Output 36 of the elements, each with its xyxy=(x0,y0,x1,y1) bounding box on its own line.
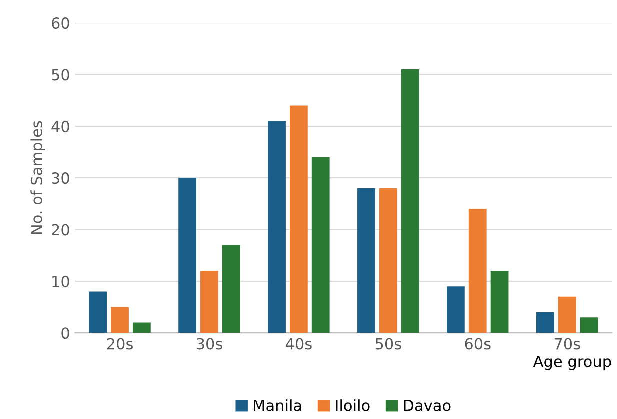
legend-label: Iloilo xyxy=(336,400,370,412)
bar xyxy=(89,292,108,334)
x-tick-label: 50s xyxy=(376,338,402,350)
y-tick-label: 10 xyxy=(52,276,70,288)
y-tick-label: 50 xyxy=(52,69,70,81)
y-tick-label: 0 xyxy=(62,328,70,340)
bar xyxy=(580,318,598,334)
legend-label: Manila xyxy=(254,400,302,412)
bar xyxy=(558,296,576,334)
legend-label: Davao xyxy=(404,400,451,412)
y-tick-label: 40 xyxy=(52,120,70,132)
x-tick-label: 30s xyxy=(196,338,222,350)
bar xyxy=(447,286,465,334)
bar xyxy=(358,188,376,334)
y-tick-label: 20 xyxy=(52,224,70,236)
bar xyxy=(222,245,240,334)
bar xyxy=(200,271,218,334)
x-axis-title: Age group xyxy=(533,356,612,370)
bar xyxy=(379,188,398,334)
bar xyxy=(312,157,330,334)
x-tick-label: 70s xyxy=(554,338,580,350)
bar xyxy=(132,322,151,334)
x-tick-label: 20s xyxy=(107,338,133,350)
x-tick-label: 60s xyxy=(465,338,491,350)
bar xyxy=(178,178,196,334)
bar xyxy=(268,121,286,334)
bar xyxy=(290,106,308,334)
y-axis-title: No. of Samples xyxy=(30,121,46,234)
bar xyxy=(401,70,420,334)
bar xyxy=(468,209,487,334)
x-tick-label: 40s xyxy=(286,338,312,350)
bar xyxy=(490,271,509,334)
bar xyxy=(536,312,554,334)
y-tick-label: 60 xyxy=(52,18,70,30)
bar xyxy=(111,307,129,334)
y-tick-label: 30 xyxy=(52,172,70,184)
